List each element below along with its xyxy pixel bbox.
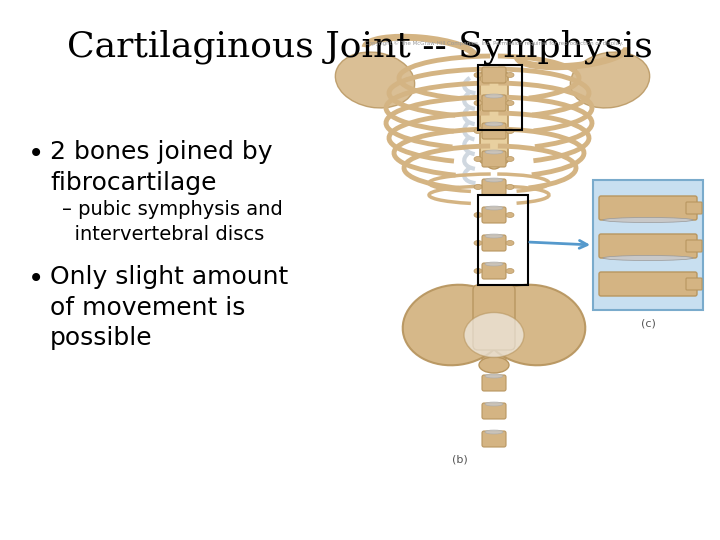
Ellipse shape [474, 72, 482, 78]
FancyBboxPatch shape [482, 375, 506, 391]
FancyArrowPatch shape [530, 240, 587, 248]
Ellipse shape [603, 255, 693, 260]
FancyBboxPatch shape [686, 240, 702, 252]
Text: •: • [28, 140, 44, 168]
FancyBboxPatch shape [482, 347, 506, 363]
Ellipse shape [464, 313, 524, 357]
Text: •: • [28, 265, 44, 293]
Ellipse shape [485, 150, 503, 154]
FancyBboxPatch shape [482, 207, 506, 223]
Bar [478, 195, 528, 285]
FancyBboxPatch shape [482, 123, 506, 139]
Text: Only slight amount
of movement is
possible: Only slight amount of movement is possib… [50, 265, 288, 350]
Ellipse shape [474, 325, 482, 329]
FancyBboxPatch shape [599, 196, 697, 220]
FancyBboxPatch shape [482, 179, 506, 195]
Ellipse shape [485, 346, 503, 350]
Ellipse shape [485, 374, 503, 378]
FancyBboxPatch shape [482, 291, 506, 307]
Text: Copyright © The McGraw-Hill Companies, Inc. Permission required for reproduction: Copyright © The McGraw-Hill Companies, I… [365, 40, 624, 46]
Ellipse shape [474, 129, 482, 133]
Ellipse shape [485, 402, 503, 406]
FancyBboxPatch shape [482, 403, 506, 419]
Ellipse shape [479, 357, 509, 373]
Bar [593, 180, 703, 310]
Text: Cartilaginous Joint -- Symphysis: Cartilaginous Joint -- Symphysis [67, 30, 653, 64]
Ellipse shape [603, 218, 693, 222]
FancyBboxPatch shape [482, 95, 506, 111]
Ellipse shape [506, 240, 514, 246]
Ellipse shape [474, 185, 482, 190]
Ellipse shape [506, 213, 514, 218]
Ellipse shape [506, 325, 514, 329]
Ellipse shape [485, 94, 503, 98]
Ellipse shape [485, 234, 503, 238]
Ellipse shape [474, 213, 482, 218]
Ellipse shape [474, 157, 482, 161]
Text: (b): (b) [452, 455, 468, 465]
Ellipse shape [485, 318, 503, 322]
Ellipse shape [506, 100, 514, 105]
Ellipse shape [336, 52, 415, 108]
Ellipse shape [485, 178, 503, 182]
Ellipse shape [506, 268, 514, 273]
Ellipse shape [485, 430, 503, 434]
Text: – pubic symphysis and
  intervertebral discs: – pubic symphysis and intervertebral dis… [62, 200, 283, 244]
Ellipse shape [485, 262, 503, 266]
FancyBboxPatch shape [482, 263, 506, 279]
Ellipse shape [402, 285, 508, 365]
FancyBboxPatch shape [480, 72, 508, 163]
Ellipse shape [487, 157, 501, 169]
Ellipse shape [485, 290, 503, 294]
Ellipse shape [474, 240, 482, 246]
Ellipse shape [485, 206, 503, 210]
Text: 2 bones joined by
fibrocartilage: 2 bones joined by fibrocartilage [50, 140, 272, 194]
FancyBboxPatch shape [482, 319, 506, 335]
Bar [478, 65, 522, 130]
FancyBboxPatch shape [599, 234, 697, 258]
Ellipse shape [506, 72, 514, 78]
Text: (c): (c) [641, 318, 655, 328]
FancyBboxPatch shape [473, 285, 515, 350]
Ellipse shape [474, 296, 482, 301]
Ellipse shape [506, 185, 514, 190]
Ellipse shape [474, 100, 482, 105]
FancyBboxPatch shape [482, 431, 506, 447]
Ellipse shape [506, 296, 514, 301]
FancyBboxPatch shape [686, 202, 702, 214]
FancyBboxPatch shape [482, 67, 506, 83]
Ellipse shape [481, 285, 585, 365]
FancyBboxPatch shape [482, 235, 506, 251]
FancyBboxPatch shape [599, 272, 697, 296]
Ellipse shape [485, 122, 503, 126]
Ellipse shape [474, 268, 482, 273]
FancyBboxPatch shape [686, 278, 702, 290]
Ellipse shape [506, 157, 514, 161]
Ellipse shape [570, 52, 649, 108]
FancyBboxPatch shape [482, 151, 506, 167]
Ellipse shape [506, 129, 514, 133]
